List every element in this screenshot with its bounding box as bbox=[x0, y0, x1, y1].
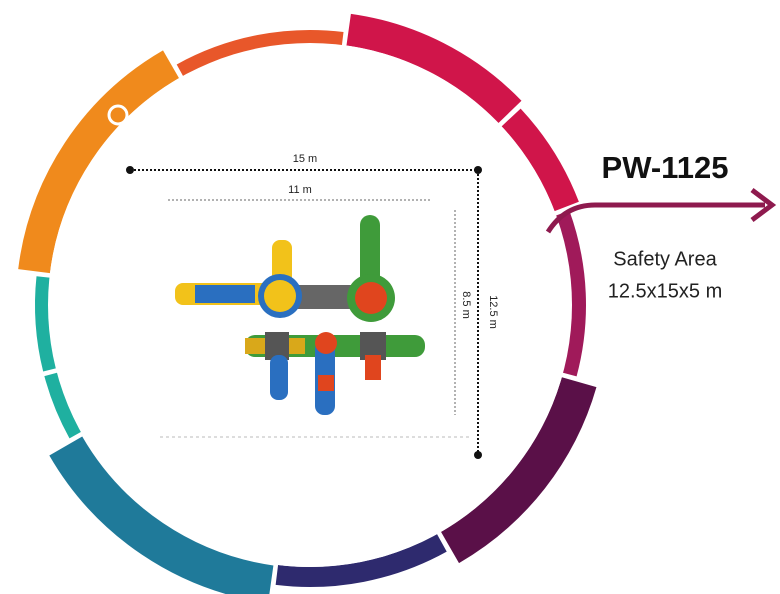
ring-icon bbox=[124, 118, 133, 128]
arrow-head bbox=[750, 188, 777, 222]
depth-label: 12.5 m bbox=[487, 295, 499, 329]
ring-segment bbox=[35, 276, 57, 372]
ring-segment bbox=[440, 377, 597, 564]
ring-segment bbox=[49, 436, 274, 594]
safety-size: 12.5x15x5 m bbox=[608, 280, 723, 302]
inner-width-label: 11 m bbox=[288, 184, 312, 196]
ring-segment bbox=[554, 210, 586, 377]
ring-segment bbox=[275, 534, 447, 587]
ring-icon bbox=[107, 104, 129, 126]
ring-segment bbox=[501, 108, 579, 212]
width-label: 15 m bbox=[293, 153, 317, 165]
ring-segment bbox=[44, 372, 82, 439]
playground-plan bbox=[175, 215, 425, 415]
safety-label: Safety Area bbox=[613, 248, 717, 270]
inner-depth-label: 8.5 m bbox=[460, 291, 472, 319]
arrow bbox=[545, 202, 765, 234]
dimension-lines bbox=[126, 166, 482, 459]
color-ring bbox=[18, 13, 597, 594]
ring-segment bbox=[176, 30, 344, 77]
product-code: PW-1125 bbox=[602, 150, 729, 185]
ring-segment bbox=[346, 13, 522, 124]
ring-segment bbox=[18, 50, 180, 274]
